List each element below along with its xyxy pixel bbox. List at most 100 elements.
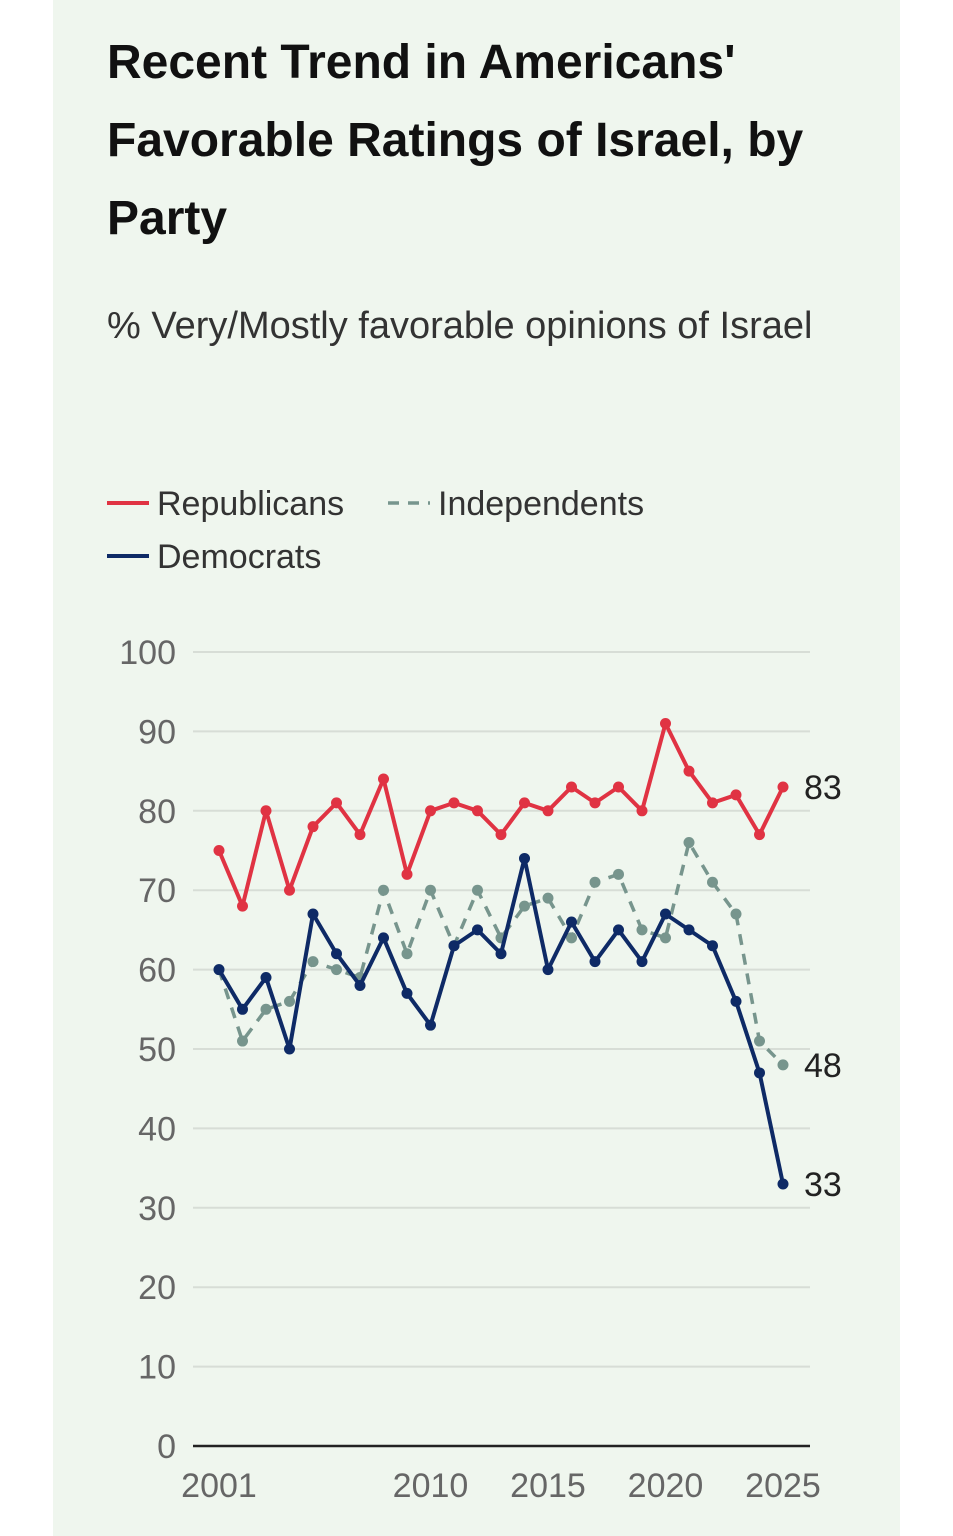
data-point-democrats [730, 995, 742, 1007]
data-point-republicans [495, 829, 507, 841]
y-axis-ticks: 0 10 20 30 40 50 60 70 80 90 100 [119, 634, 176, 1466]
data-point-republicans [213, 845, 225, 856]
data-point-democrats [472, 924, 483, 936]
data-point-independents [284, 995, 295, 1007]
y-tick-label: 80 [138, 793, 176, 831]
x-axis: 2001 2010 2015 2020 2025 [181, 1444, 821, 1505]
y-tick-label: 100 [119, 634, 176, 672]
data-point-republicans [613, 781, 624, 793]
data-point-independents [260, 1003, 272, 1015]
series-group: 48 83 33 [213, 717, 842, 1204]
x-tick-label: 2025 [745, 1467, 821, 1505]
data-point-republicans [683, 765, 695, 777]
data-point-republicans [472, 805, 483, 817]
data-point-independents [237, 1035, 248, 1047]
series-line-democrats [217, 856, 785, 1185]
data-point-democrats [354, 979, 366, 991]
chart-title: Recent Trend in Americans' Favorable Rat… [107, 36, 804, 245]
end-label-republicans: 83 [804, 769, 842, 807]
data-point-democrats [425, 1019, 436, 1031]
data-point-independents [425, 884, 436, 896]
data-point-independents [683, 837, 695, 849]
data-point-democrats [613, 924, 624, 936]
data-point-democrats [683, 924, 695, 936]
data-point-republicans [401, 868, 413, 880]
end-label-independents: 48 [804, 1047, 842, 1085]
gridlines [193, 651, 810, 1368]
data-point-independents [589, 876, 601, 888]
data-point-democrats [331, 948, 342, 960]
data-point-republicans [260, 805, 272, 817]
y-tick-label: 90 [138, 713, 176, 751]
y-tick-label: 10 [138, 1349, 176, 1387]
y-tick-label: 20 [138, 1269, 176, 1307]
y-tick-label: 70 [138, 872, 176, 910]
chart-panel [53, 0, 900, 1536]
data-point-democrats [589, 956, 601, 968]
data-point-republicans [307, 821, 319, 833]
data-point-democrats [495, 948, 507, 960]
data-point-republicans [566, 781, 577, 793]
data-point-democrats [519, 852, 530, 864]
data-point-independents [754, 1035, 765, 1047]
x-tick-label: 2001 [181, 1467, 257, 1505]
data-point-democrats [754, 1067, 765, 1079]
data-point-democrats [448, 940, 460, 952]
data-point-republicans [754, 829, 765, 841]
data-point-independents [566, 932, 577, 944]
data-point-republicans [354, 829, 366, 841]
data-point-independents [730, 908, 742, 920]
y-tick-label: 30 [138, 1190, 176, 1228]
y-tick-label: 60 [138, 952, 176, 990]
data-point-independents [307, 956, 319, 968]
data-point-democrats [660, 908, 671, 920]
series-line-republicans [217, 721, 785, 909]
data-point-republicans [636, 805, 648, 817]
legend: Republicans Independents Democrats [107, 485, 644, 576]
data-point-republicans [589, 797, 601, 809]
data-point-independents [472, 884, 483, 896]
chart-subtitle: % Very/Mostly favorable opinions of Isra… [107, 305, 813, 347]
data-point-democrats [542, 964, 554, 976]
data-point-republicans [425, 805, 436, 817]
data-point-independents [636, 924, 648, 936]
data-point-republicans [237, 900, 248, 912]
data-point-republicans [519, 797, 530, 809]
y-tick-label: 0 [157, 1428, 176, 1466]
data-point-independents [777, 1059, 789, 1071]
data-point-independents [707, 876, 718, 888]
data-point-independents [613, 868, 624, 880]
data-point-independents [542, 892, 554, 904]
data-point-democrats [777, 1178, 789, 1190]
data-point-democrats [707, 940, 718, 952]
data-point-republicans [707, 797, 718, 809]
data-point-independents [401, 948, 413, 960]
data-point-independents [378, 884, 389, 896]
x-tick-label: 2010 [393, 1467, 469, 1505]
data-point-independents [331, 964, 342, 976]
legend-label-republicans: Republicans [157, 485, 344, 523]
x-tick-label: 2020 [628, 1467, 704, 1505]
data-point-independents [660, 932, 671, 944]
data-point-republicans [378, 773, 389, 785]
legend-label-independents: Independents [438, 485, 644, 523]
legend-label-democrats: Democrats [157, 538, 321, 576]
data-point-democrats [213, 964, 225, 976]
data-point-republicans [730, 789, 742, 801]
end-label-democrats: 33 [804, 1166, 842, 1204]
data-point-democrats [237, 1003, 248, 1015]
data-point-republicans [660, 717, 671, 729]
data-point-republicans [777, 781, 789, 793]
data-point-democrats [566, 916, 577, 928]
data-point-democrats [284, 1043, 295, 1055]
data-point-democrats [307, 908, 319, 920]
data-point-republicans [331, 797, 342, 809]
data-point-democrats [378, 932, 389, 944]
data-point-republicans [448, 797, 460, 809]
data-point-democrats [636, 956, 648, 968]
data-point-republicans [542, 805, 554, 817]
y-tick-label: 50 [138, 1031, 176, 1069]
data-point-democrats [401, 987, 413, 999]
data-point-republicans [284, 884, 295, 896]
